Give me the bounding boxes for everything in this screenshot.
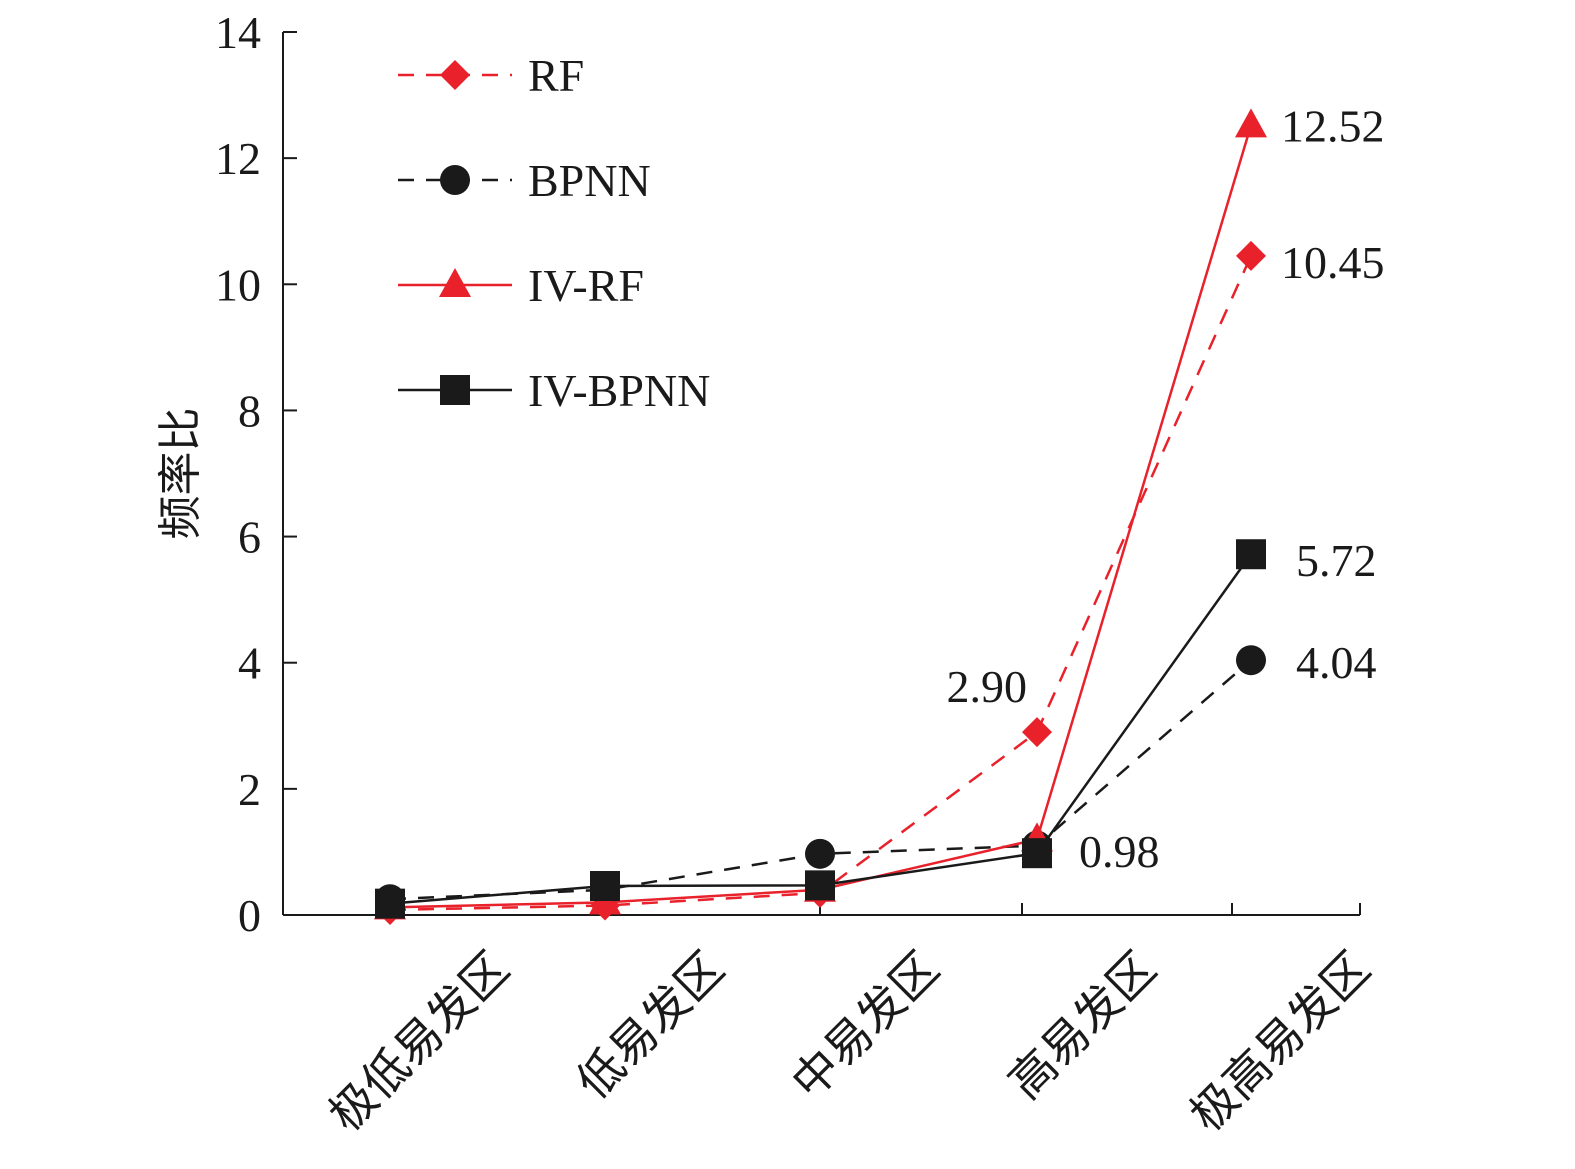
data-labels: 2.90 12.52 10.45 5.72 4.04 0.98 bbox=[947, 100, 1385, 877]
legend-marker-rf bbox=[440, 60, 470, 90]
legend-marker-iv-rf bbox=[439, 268, 471, 297]
series-line-iv-rf bbox=[389, 124, 1253, 909]
series-marker-bpnn bbox=[1236, 645, 1266, 676]
legend-label-iv-bpnn: IV-BPNN bbox=[528, 365, 710, 416]
series-marker-rf bbox=[1022, 717, 1052, 748]
y-tick-label: 2 bbox=[238, 764, 261, 815]
data-label: 10.45 bbox=[1281, 237, 1385, 288]
series-marker-iv-bpnn bbox=[1022, 838, 1052, 869]
legend-marker-iv-bpnn bbox=[440, 375, 470, 405]
series-lines bbox=[389, 124, 1253, 912]
data-label: 4.04 bbox=[1296, 637, 1377, 688]
series-marker-rf bbox=[1236, 240, 1266, 271]
x-category-label: 极低易发区 bbox=[320, 942, 519, 1141]
axes: 0 2 4 6 8 10 12 14 极低易发区 低易发区 中易发区 高易发区 极高易发区 频率比 bbox=[156, 7, 1379, 1141]
y-tick-label: 6 bbox=[238, 512, 261, 563]
legend-label-iv-rf: IV-RF bbox=[528, 260, 644, 311]
x-category-label: 极高易发区 bbox=[1181, 942, 1380, 1141]
x-category-label: 高易发区 bbox=[999, 942, 1165, 1108]
y-tick-label: 8 bbox=[238, 385, 261, 436]
y-tick-label: 12 bbox=[215, 133, 261, 184]
legend-marker-bpnn bbox=[440, 165, 470, 195]
data-label: 12.52 bbox=[1281, 100, 1385, 151]
y-axis-title: 频率比 bbox=[156, 408, 205, 540]
series-line-rf bbox=[389, 255, 1253, 912]
y-tick-label: 0 bbox=[238, 890, 261, 941]
legend-label-bpnn: BPNN bbox=[528, 155, 651, 206]
series-marker-iv-bpnn bbox=[590, 870, 620, 901]
legend: RF BPNN IV-RF IV-BPNN bbox=[398, 50, 710, 416]
y-tick-label: 4 bbox=[238, 638, 261, 689]
series-markers bbox=[374, 108, 1267, 925]
series-marker-iv-bpnn bbox=[805, 870, 835, 901]
x-category-label: 低易发区 bbox=[567, 942, 733, 1108]
series-marker-iv-bpnn bbox=[375, 888, 405, 919]
y-tick-label: 14 bbox=[215, 7, 261, 58]
x-category-label: 中易发区 bbox=[782, 942, 948, 1108]
y-tick-label: 10 bbox=[215, 259, 261, 310]
series-marker-iv-rf bbox=[1235, 108, 1267, 138]
data-label: 5.72 bbox=[1296, 535, 1377, 586]
data-label: 2.90 bbox=[947, 661, 1028, 712]
data-label: 0.98 bbox=[1079, 826, 1160, 877]
series-marker-iv-bpnn bbox=[1236, 539, 1266, 570]
legend-label-rf: RF bbox=[528, 50, 584, 101]
series-marker-bpnn bbox=[805, 838, 835, 869]
